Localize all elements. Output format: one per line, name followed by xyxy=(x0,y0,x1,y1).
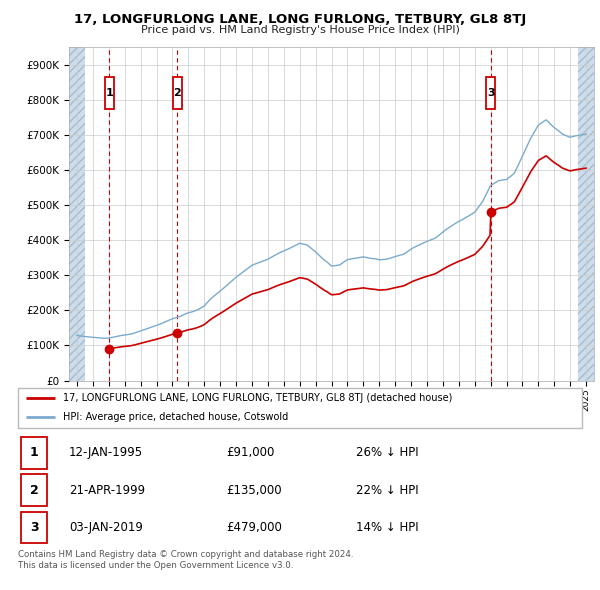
Bar xyxy=(578,47,594,381)
Text: £91,000: £91,000 xyxy=(227,447,275,460)
Text: 17, LONGFURLONG LANE, LONG FURLONG, TETBURY, GL8 8TJ: 17, LONGFURLONG LANE, LONG FURLONG, TETB… xyxy=(74,13,526,26)
Bar xyxy=(21,512,47,543)
Bar xyxy=(486,77,495,109)
Bar xyxy=(21,474,47,506)
Text: 21-APR-1999: 21-APR-1999 xyxy=(69,484,145,497)
Text: 3: 3 xyxy=(487,88,494,98)
Text: £135,000: £135,000 xyxy=(227,484,283,497)
Text: HPI: Average price, detached house, Cotswold: HPI: Average price, detached house, Cots… xyxy=(63,412,289,422)
Text: 3: 3 xyxy=(30,521,38,534)
Bar xyxy=(69,47,85,381)
Text: Contains HM Land Registry data © Crown copyright and database right 2024.: Contains HM Land Registry data © Crown c… xyxy=(18,550,353,559)
Text: 14% ↓ HPI: 14% ↓ HPI xyxy=(356,521,419,534)
Text: 1: 1 xyxy=(106,88,113,98)
Text: 2: 2 xyxy=(173,88,181,98)
Text: 22% ↓ HPI: 22% ↓ HPI xyxy=(356,484,419,497)
Bar xyxy=(21,437,47,468)
Text: £479,000: £479,000 xyxy=(227,521,283,534)
Text: 1: 1 xyxy=(29,447,38,460)
Bar xyxy=(173,77,182,109)
Text: 12-JAN-1995: 12-JAN-1995 xyxy=(69,447,143,460)
Text: This data is licensed under the Open Government Licence v3.0.: This data is licensed under the Open Gov… xyxy=(18,560,293,569)
Text: Price paid vs. HM Land Registry's House Price Index (HPI): Price paid vs. HM Land Registry's House … xyxy=(140,25,460,35)
Text: 03-JAN-2019: 03-JAN-2019 xyxy=(69,521,143,534)
Text: 17, LONGFURLONG LANE, LONG FURLONG, TETBURY, GL8 8TJ (detached house): 17, LONGFURLONG LANE, LONG FURLONG, TETB… xyxy=(63,394,452,404)
Text: 26% ↓ HPI: 26% ↓ HPI xyxy=(356,447,419,460)
Bar xyxy=(105,77,114,109)
Text: 2: 2 xyxy=(29,484,38,497)
